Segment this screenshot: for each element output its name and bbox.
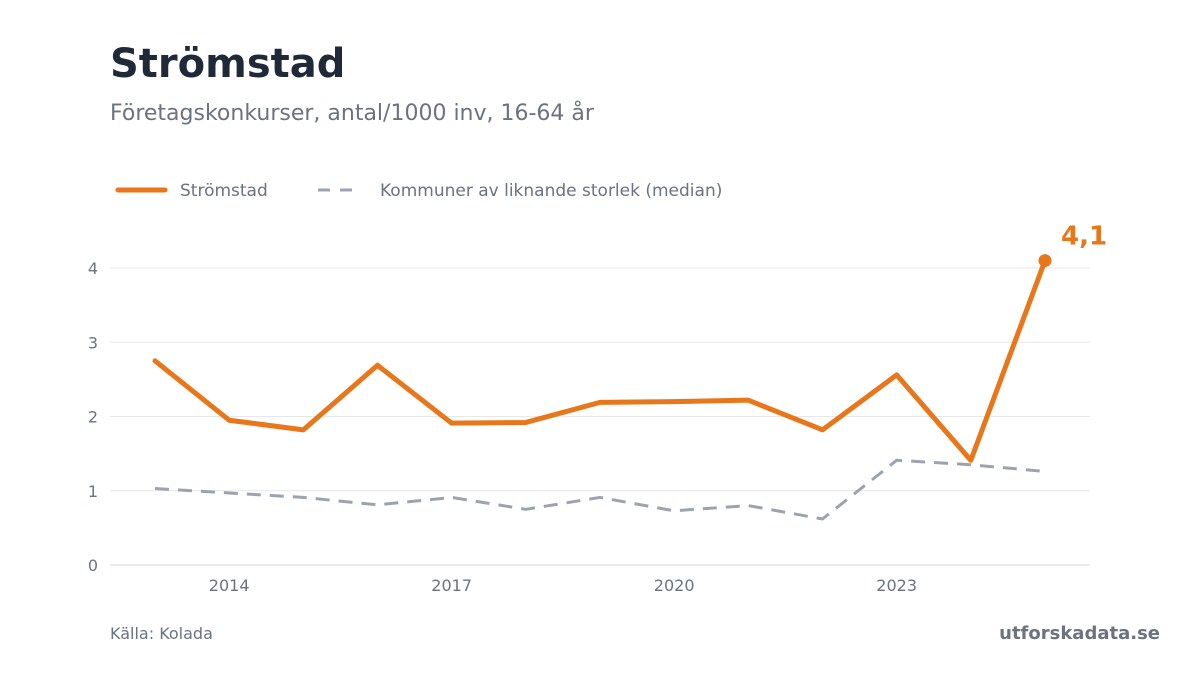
series-line-stromstad <box>152 258 1048 463</box>
legend-label-stromstad: Strömstad <box>180 181 268 201</box>
y-tick-label: 4 <box>88 259 98 278</box>
chart-title: Strömstad <box>110 41 346 87</box>
y-tick-label: 3 <box>88 333 98 352</box>
chart-subtitle: Företagskonkurser, antal/1000 inv, 16-64… <box>110 101 594 126</box>
x-tick-label: 2023 <box>876 576 917 595</box>
brand-link[interactable]: utforskadata.se <box>999 623 1160 644</box>
source-note: Källa: Kolada <box>110 624 213 643</box>
end-value-label: 4,1 <box>1061 222 1107 252</box>
series-line-median <box>154 458 1046 521</box>
x-tick-label: 2014 <box>209 576 250 595</box>
legend-label-median: Kommuner av liknande storlek (median) <box>380 181 722 201</box>
x-tick-label: 2017 <box>431 576 472 595</box>
y-tick-label: 1 <box>88 482 98 501</box>
x-tick-label: 2020 <box>654 576 695 595</box>
end-point-marker <box>1038 254 1052 268</box>
y-tick-label: 2 <box>88 408 98 427</box>
y-tick-label: 0 <box>88 556 98 575</box>
